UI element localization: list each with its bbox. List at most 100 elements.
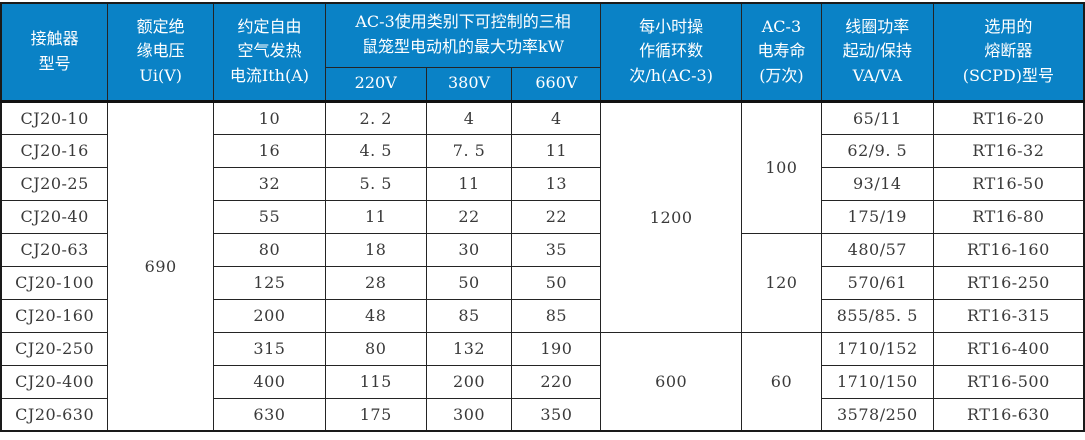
cell-cycles-merged-600: 600 [600, 331, 743, 432]
cell-coil-power: 62/9. 5 [820, 133, 934, 168]
table-row: CJ20-10 690 10 2. 2 4 4 1200 100 65/11 R… [0, 100, 1085, 432]
cell-coil-power: 855/85. 5 [820, 298, 934, 333]
cell-coil-power: 65/11 [820, 100, 934, 135]
header-power-660v: 660V [511, 66, 602, 102]
header-max-power-group: AC-3使用类别下可控制的三相 鼠笼型电动机的最大功率kW [324, 2, 602, 68]
cell-power-380v: 7. 5 [425, 133, 513, 168]
table-row: CJ20-400 400 115 200 220 1710/150 RT16-5… [0, 364, 1085, 399]
header-thermal-current: 约定自由 空气发热 电流Ith(A) [213, 2, 326, 102]
cell-ith: 630 [213, 397, 326, 432]
cell-model: CJ20-630 [0, 397, 109, 432]
cell-power-380v: 30 [425, 232, 513, 267]
cell-power-660v: 50 [511, 265, 602, 300]
cell-power-380v: 22 [425, 199, 513, 234]
cell-ith: 400 [213, 364, 326, 399]
cell-fuse: RT16-250 [932, 265, 1085, 300]
header-model: 接触器 型号 [0, 2, 109, 102]
cell-power-380v: 11 [425, 166, 513, 201]
cell-coil-power: 175/19 [820, 199, 934, 234]
cell-coil-power: 1710/152 [820, 331, 934, 366]
cell-power-220v: 5. 5 [324, 166, 427, 201]
table-row: CJ20-63 80 18 30 35 120 480/57 RT16-160 [0, 232, 1085, 333]
table-row: CJ20-630 630 175 300 350 3578/250 RT16-6… [0, 397, 1085, 432]
header-power-220v: 220V [324, 66, 427, 102]
cell-power-380v: 50 [425, 265, 513, 300]
cell-life-merged-100: 100 [741, 100, 822, 234]
table-row: CJ20-40 55 11 22 22 175/19 RT16-80 [0, 199, 1085, 234]
table-header: 接触器 型号 额定绝 缘电压 Ui(V) 约定自由 空气发热 电流Ith(A) … [0, 2, 1085, 102]
cell-power-220v: 28 [324, 265, 427, 300]
cell-power-660v: 190 [511, 331, 602, 366]
cell-coil-power: 3578/250 [820, 397, 934, 432]
cell-fuse: RT16-400 [932, 331, 1085, 366]
cell-fuse: RT16-160 [932, 232, 1085, 267]
cell-ith: 315 [213, 331, 326, 366]
cell-power-660v: 35 [511, 232, 602, 267]
cell-life-merged-120: 120 [741, 232, 822, 333]
header-coil-power: 线圈功率 起动/保持 VA/VA [820, 2, 934, 102]
cell-fuse: RT16-315 [932, 298, 1085, 333]
cell-fuse: RT16-500 [932, 364, 1085, 399]
cell-power-220v: 18 [324, 232, 427, 267]
cell-power-660v: 85 [511, 298, 602, 333]
cell-ith: 10 [213, 100, 326, 135]
cell-ith: 16 [213, 133, 326, 168]
cell-power-220v: 80 [324, 331, 427, 366]
cell-model: CJ20-16 [0, 133, 109, 168]
cell-power-220v: 48 [324, 298, 427, 333]
cell-power-660v: 22 [511, 199, 602, 234]
cell-model: CJ20-25 [0, 166, 109, 201]
cell-fuse: RT16-50 [932, 166, 1085, 201]
cell-power-660v: 13 [511, 166, 602, 201]
header-power-380v: 380V [425, 66, 513, 102]
cell-power-660v: 11 [511, 133, 602, 168]
cell-model: CJ20-63 [0, 232, 109, 267]
table-row: CJ20-100 125 28 50 50 570/61 RT16-250 [0, 265, 1085, 300]
cell-power-220v: 115 [324, 364, 427, 399]
cell-ith: 32 [213, 166, 326, 201]
cell-power-220v: 4. 5 [324, 133, 427, 168]
cell-power-660v: 220 [511, 364, 602, 399]
cell-power-660v: 4 [511, 100, 602, 135]
cell-coil-power: 93/14 [820, 166, 934, 201]
table-body: CJ20-10 690 10 2. 2 4 4 1200 100 65/11 R… [0, 100, 1085, 432]
cell-power-380v: 300 [425, 397, 513, 432]
cell-power-220v: 175 [324, 397, 427, 432]
cell-power-380v: 85 [425, 298, 513, 333]
cell-ith: 80 [213, 232, 326, 267]
cell-power-220v: 11 [324, 199, 427, 234]
cell-model: CJ20-100 [0, 265, 109, 300]
cell-cycles-merged-1200: 1200 [600, 100, 743, 333]
cell-coil-power: 480/57 [820, 232, 934, 267]
table-row: CJ20-16 16 4. 5 7. 5 11 62/9. 5 RT16-32 [0, 133, 1085, 168]
table-row: CJ20-25 32 5. 5 11 13 93/14 RT16-50 [0, 166, 1085, 201]
cell-model: CJ20-250 [0, 331, 109, 366]
cell-model: CJ20-160 [0, 298, 109, 333]
cell-ith: 200 [213, 298, 326, 333]
header-insulation-voltage: 额定绝 缘电压 Ui(V) [107, 2, 215, 102]
cell-ith: 125 [213, 265, 326, 300]
cell-fuse: RT16-32 [932, 133, 1085, 168]
table-row: CJ20-250 315 80 132 190 600 60 1710/152 … [0, 331, 1085, 432]
header-fuse-model: 选用的 熔断器 (SCPD)型号 [932, 2, 1085, 102]
cell-coil-power: 1710/150 [820, 364, 934, 399]
cell-model: CJ20-40 [0, 199, 109, 234]
header-cycles-per-hour: 每小时操 作循环数 次/h(AC-3) [600, 2, 743, 102]
cell-insulation-voltage-merged: 690 [107, 100, 215, 432]
spec-table: 接触器 型号 额定绝 缘电压 Ui(V) 约定自由 空气发热 电流Ith(A) … [0, 2, 1085, 432]
cell-power-380v: 200 [425, 364, 513, 399]
cell-fuse: RT16-20 [932, 100, 1085, 135]
cell-power-220v: 2. 2 [324, 100, 427, 135]
cell-ith: 55 [213, 199, 326, 234]
cell-life-merged-60: 60 [741, 331, 822, 432]
cell-power-380v: 4 [425, 100, 513, 135]
cell-model: CJ20-10 [0, 100, 109, 135]
cell-fuse: RT16-80 [932, 199, 1085, 234]
cell-model: CJ20-400 [0, 364, 109, 399]
cell-power-380v: 132 [425, 331, 513, 366]
cell-fuse: RT16-630 [932, 397, 1085, 432]
cell-power-660v: 350 [511, 397, 602, 432]
cell-coil-power: 570/61 [820, 265, 934, 300]
header-electrical-life: AC-3 电寿命 (万次) [741, 2, 822, 102]
